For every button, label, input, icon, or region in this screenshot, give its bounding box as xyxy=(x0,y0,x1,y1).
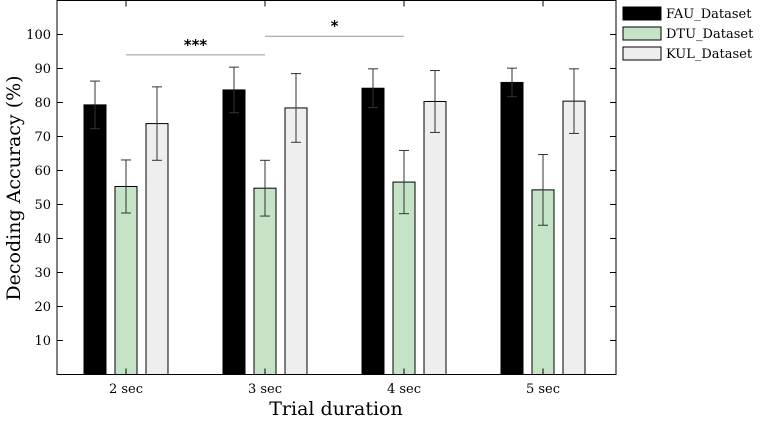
bar xyxy=(423,100,447,375)
bar xyxy=(222,89,246,375)
bar xyxy=(562,100,586,375)
x-axis-title: Trial duration xyxy=(269,398,402,420)
y-tick-label: 20 xyxy=(34,300,51,315)
bar xyxy=(361,87,385,375)
y-axis-title: Decoding Accuracy (%) xyxy=(3,75,25,300)
legend-label: DTU_Dataset xyxy=(666,27,754,42)
y-tick-label: 40 xyxy=(34,232,51,247)
y-tick-label: 30 xyxy=(34,266,51,281)
legend-swatch xyxy=(622,46,662,61)
y-tick-label: 60 xyxy=(34,164,51,179)
y-tick-label: 80 xyxy=(34,96,51,111)
plot-frame xyxy=(56,0,617,375)
legend: FAU_Dataset DTU_Dataset KUL_Dataset xyxy=(622,6,754,62)
y-tick-label: 10 xyxy=(34,334,51,349)
legend-swatch xyxy=(622,26,662,41)
x-tick-label: 3 sec xyxy=(248,382,282,397)
legend-label: FAU_Dataset xyxy=(666,7,752,22)
legend-label: KUL_Dataset xyxy=(666,47,753,62)
bar xyxy=(284,107,308,375)
significance-marker: * xyxy=(331,17,339,35)
y-tick-label: 50 xyxy=(34,198,51,213)
x-tick-label: 4 sec xyxy=(387,382,421,397)
bar xyxy=(114,185,138,375)
bar xyxy=(145,123,169,375)
legend-swatch xyxy=(622,6,662,21)
x-tick-label: 2 sec xyxy=(109,382,143,397)
significance-marker: *** xyxy=(184,36,208,54)
bar xyxy=(500,81,524,375)
y-tick-label: 100 xyxy=(26,28,51,43)
bar xyxy=(83,104,107,375)
x-tick-label: 5 sec xyxy=(526,382,560,397)
y-tick-label: 70 xyxy=(34,130,51,145)
y-tick-label: 90 xyxy=(34,62,51,77)
